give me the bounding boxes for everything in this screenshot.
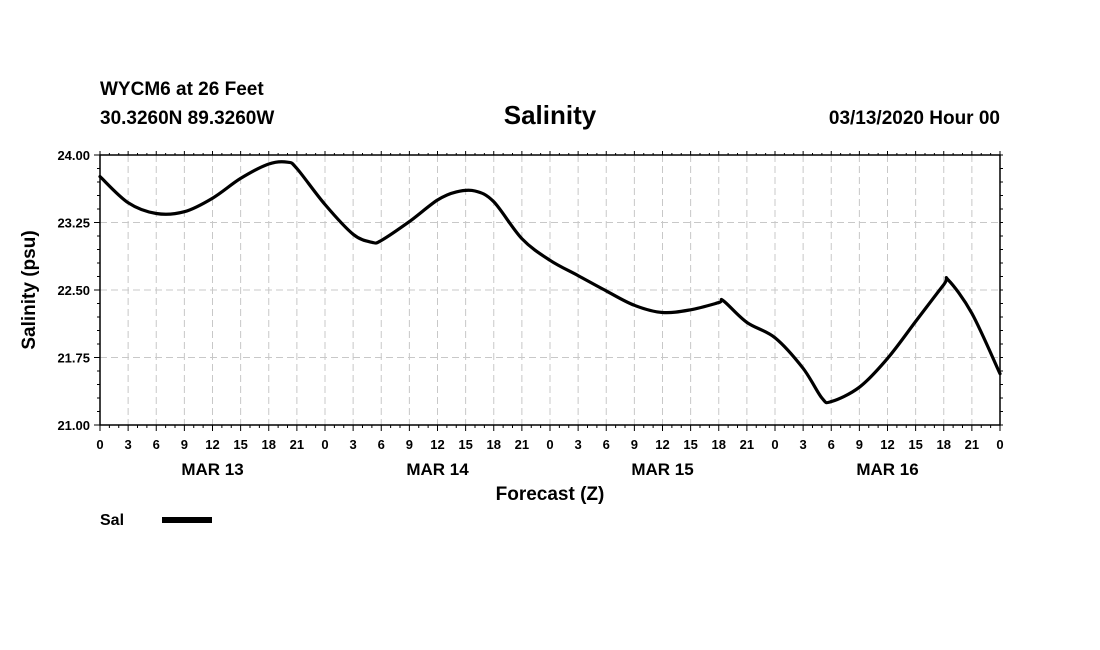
x-tick-label: 0 [546, 437, 553, 452]
series-line-sal [98, 160, 1002, 405]
x-tick-label: 3 [350, 437, 357, 452]
axis-ticks [94, 151, 1003, 431]
x-tick-label: 6 [378, 437, 385, 452]
x-tick-label: 0 [771, 437, 778, 452]
x-tick-label: 21 [740, 437, 754, 452]
forecast-run-label: 03/13/2020 Hour 00 [829, 108, 1000, 129]
chart-title: Salinity [504, 100, 597, 130]
x-tick-label: 15 [908, 437, 922, 452]
y-tick-label: 21.75 [57, 351, 90, 366]
x-tick-label: 6 [603, 437, 610, 452]
x-tick-label: 18 [262, 437, 276, 452]
plot-frame [99, 154, 1001, 426]
x-tick-labels: 0 3 6 9 12 15 18 21 0 3 6 9 12 15 18 21 0 3 6 9 12 15 18 21 0 3 6 9… [96, 437, 1003, 452]
x-tick-label: 0 [321, 437, 328, 452]
date-label: MAR 16 [856, 460, 918, 479]
x-tick-label: 21 [290, 437, 304, 452]
x-tick-label: 9 [406, 437, 413, 452]
legend: Sal [100, 512, 212, 529]
x-tick-label: 18 [487, 437, 501, 452]
x-tick-label: 21 [965, 437, 979, 452]
date-label: MAR 15 [631, 460, 693, 479]
station-label: WYCM6 at 26 Feet [100, 79, 264, 100]
x-tick-label: 12 [655, 437, 669, 452]
x-tick-label: 18 [937, 437, 951, 452]
x-tick-label: 3 [575, 437, 582, 452]
x-tick-label: 12 [430, 437, 444, 452]
y-tick-label: 23.25 [57, 216, 90, 231]
x-tick-label: 0 [996, 437, 1003, 452]
x-tick-label: 15 [683, 437, 697, 452]
series-layer [98, 160, 1002, 405]
date-label: MAR 14 [406, 460, 469, 479]
x-tick-label: 9 [181, 437, 188, 452]
x-tick-label: 9 [856, 437, 863, 452]
x-tick-label: 15 [458, 437, 472, 452]
y-tick-label: 24.00 [57, 148, 90, 163]
x-tick-label: 3 [800, 437, 807, 452]
x-tick-label: 3 [125, 437, 132, 452]
legend-label-sal: Sal [100, 512, 124, 529]
coordinates-label: 30.3260N 89.3260W [100, 108, 274, 129]
y-tick-labels: 21.00 21.75 22.50 23.25 24.00 [57, 148, 90, 433]
x-tick-label: 15 [233, 437, 247, 452]
date-label: MAR 13 [181, 460, 243, 479]
x-tick-label: 9 [631, 437, 638, 452]
y-tick-label: 21.00 [57, 418, 90, 433]
x-tick-label: 6 [828, 437, 835, 452]
x-tick-label: 6 [153, 437, 160, 452]
date-labels: MAR 13 MAR 14 MAR 15 MAR 16 [181, 460, 918, 479]
x-tick-label: 18 [712, 437, 726, 452]
x-tick-label: 12 [880, 437, 894, 452]
x-tick-label: 0 [96, 437, 103, 452]
y-tick-label: 22.50 [57, 283, 90, 298]
x-tick-label: 12 [205, 437, 219, 452]
x-axis-label: Forecast (Z) [496, 484, 605, 505]
x-tick-label: 21 [515, 437, 529, 452]
y-axis-label: Salinity (psu) [19, 230, 40, 349]
